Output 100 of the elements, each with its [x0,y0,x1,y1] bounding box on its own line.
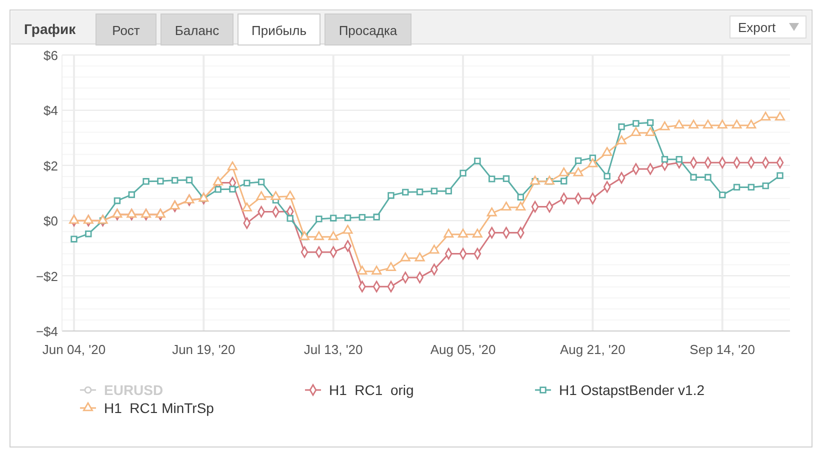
chart-title: График [24,21,77,37]
point [198,192,209,202]
point [616,135,627,144]
point [661,156,668,163]
point [460,170,466,176]
x-tick-label: Jul 13, '20 [304,342,363,357]
point [128,191,135,198]
point [544,176,554,185]
tab: Рост [96,14,156,46]
point [645,127,656,136]
point [126,208,137,218]
point [286,215,294,222]
point [270,191,281,200]
tab: Просадка [324,14,412,46]
point [186,176,193,184]
point [316,216,322,222]
point [330,214,337,222]
point [604,172,610,180]
point [112,208,122,218]
point [256,191,266,200]
tab: Прибыль [238,14,320,46]
point [760,112,771,121]
x-tick-label: Jun 19, '20 [172,342,236,357]
point [342,224,353,234]
y-tick-label: $0 [44,214,58,229]
point [486,207,497,216]
tab: Баланс [160,14,234,46]
point [285,190,296,200]
point [690,174,697,181]
legend-label: H1 RC1 MinTrSp [104,400,214,416]
point [229,186,236,192]
point [314,231,324,240]
point [444,228,454,238]
point [372,266,382,275]
point [155,208,166,218]
point [227,161,238,170]
y-tick-label: −$2 [36,268,58,284]
point [242,202,252,212]
point [775,112,785,121]
point [474,158,481,164]
point [560,178,568,184]
point [676,156,682,163]
point [630,127,641,136]
point [373,214,380,220]
point [141,208,152,218]
point [416,188,424,196]
point [69,214,79,224]
x-tick-label: Aug 21, '20 [560,342,626,357]
y-tick-label: −$4 [36,324,58,339]
point [517,194,524,200]
point [430,188,438,194]
point [776,172,784,179]
point [717,120,728,129]
point [588,158,598,168]
point [748,184,755,191]
point [602,147,612,156]
point [530,176,540,185]
y-tick-label: $6 [44,48,58,63]
legend-label: H1 OstapstBender v1.2 [559,382,705,398]
point [300,231,310,240]
x-tick-label: Jun 04, '20 [42,342,106,357]
point [184,194,194,204]
point [157,178,164,184]
point [501,202,512,211]
point [402,188,409,196]
point [357,266,368,275]
point [646,119,654,126]
point [702,120,713,129]
point [458,228,468,238]
point [70,236,78,242]
point [732,120,742,129]
point [400,252,410,262]
point [358,214,366,221]
point [98,214,108,224]
x-tick-label: Sep 14, '20 [690,342,756,357]
point [258,178,265,186]
point [170,200,180,210]
point [674,120,684,129]
point [688,120,699,129]
point [328,231,338,240]
point [762,182,769,190]
point [344,214,352,222]
point [142,178,150,185]
point [388,192,394,199]
point [83,214,94,224]
point [660,121,670,130]
point [502,175,510,182]
point [172,176,178,184]
point [516,202,526,211]
point [472,228,482,238]
export-button: Export [730,16,806,38]
y-tick-label: $2 [44,158,58,174]
point [558,167,569,176]
point [574,157,582,164]
point [704,174,712,181]
point [733,184,740,191]
point [114,197,121,204]
legend-label: H1 RC1 orig [329,382,414,398]
point [244,180,250,186]
point [719,192,726,198]
